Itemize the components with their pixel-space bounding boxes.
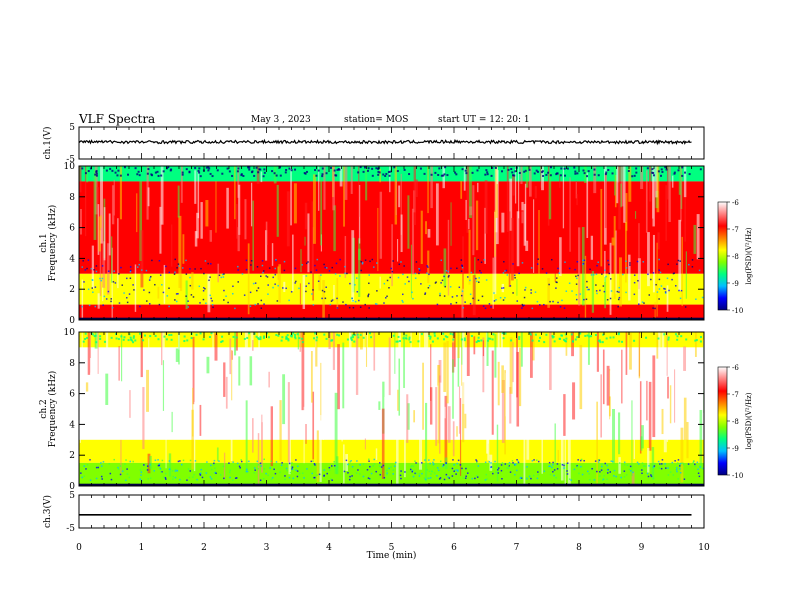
x-tick-label: 7 (514, 543, 520, 553)
colorbar-tick-label: -6 (732, 364, 739, 372)
colorbar-tick-label: -8 (732, 253, 739, 261)
x-tick-label: 4 (326, 543, 332, 553)
date-label: May 3 , 2023 (251, 115, 311, 125)
y-tick-label: 10 (64, 328, 76, 338)
spectrogram-ch2 (79, 332, 704, 486)
x-tick-label: 5 (389, 543, 395, 553)
y-axis-label: ch.1 (39, 233, 49, 252)
colorbar-label: log(PSD)(V²/Hz) (745, 392, 753, 449)
y-tick-label: -5 (66, 524, 75, 534)
x-axis-label: Time (min) (367, 550, 417, 561)
spectral-band (79, 462, 704, 486)
x-tick-label: 3 (264, 543, 270, 553)
station-label: station= MOS (344, 115, 409, 125)
colorbar-tick-label: -10 (732, 472, 743, 480)
colorbar-tick-label: -10 (732, 307, 743, 315)
colorbar-tick-label: -6 (732, 199, 739, 207)
ch1-signal-line (78, 138, 692, 146)
y-axis-label: ch.2 (39, 399, 49, 418)
y-tick-label: 5 (69, 491, 75, 501)
y-tick-label: 8 (69, 193, 75, 203)
y-tick-label: 2 (69, 451, 75, 461)
y-tick-label: 4 (69, 254, 75, 264)
colorbar-label: log(PSD)(V²/Hz) (745, 227, 753, 284)
spectrogram-ch1 (79, 166, 704, 320)
x-tick-label: 10 (698, 543, 710, 553)
spectral-band (79, 439, 704, 463)
x-tick-label: 0 (76, 543, 82, 553)
y-tick-label: 10 (64, 162, 76, 172)
y-tick-label: 6 (69, 390, 75, 400)
x-tick-label: 2 (201, 543, 207, 553)
y-tick-label: -5 (66, 155, 75, 165)
y-tick-label: 2 (69, 285, 75, 295)
y-tick-label: 4 (69, 420, 75, 430)
start-time-label: start UT = 12: 20: 1 (438, 115, 530, 125)
x-tick-label: 9 (639, 543, 645, 553)
spectral-band (79, 347, 704, 440)
colorbar-tick-label: -7 (732, 391, 739, 399)
y-axis-label: ch.1(V) (42, 127, 53, 160)
y-axis-label: Frequency (kHz) (47, 371, 58, 448)
y-tick-label: 0 (69, 482, 75, 492)
y-tick-label: 6 (69, 224, 75, 234)
figure-title: VLF Spectra (79, 112, 156, 126)
y-axis-label: Frequency (kHz) (47, 205, 58, 282)
x-tick-label: 1 (139, 543, 145, 553)
y-tick-label: 8 (69, 359, 75, 369)
colorbar (717, 201, 728, 311)
x-tick-label: 8 (576, 543, 582, 553)
colorbar-tick-label: -8 (732, 418, 739, 426)
colorbar (717, 366, 728, 476)
x-tick-label: 6 (451, 543, 457, 553)
colorbar-tick-label: -9 (732, 280, 739, 288)
y-tick-label: 5 (69, 123, 75, 133)
colorbar-tick-label: -9 (732, 445, 739, 453)
colorbar-tick-label: -7 (732, 226, 739, 234)
y-tick-label: 0 (69, 316, 75, 326)
y-axis-label: ch.3(V) (42, 495, 53, 528)
